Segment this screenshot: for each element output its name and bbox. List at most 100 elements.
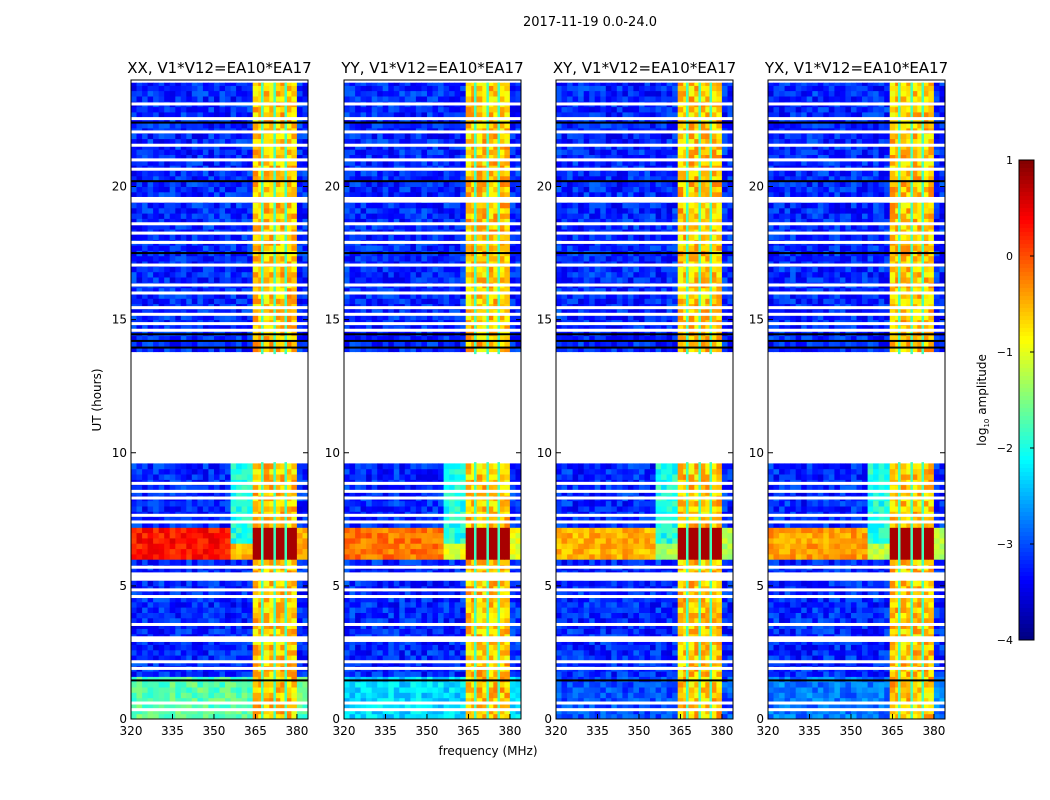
heatmap-cell [263,330,270,337]
heatmap-cell [164,607,171,613]
heatmap-cell [274,687,281,693]
heatmap-cell [285,149,292,155]
heatmap-cell [219,223,226,230]
heatmap-cell [219,159,226,166]
heatmap-cell [449,703,456,709]
heatmap-cell [280,298,287,305]
heatmap-cell [504,676,511,683]
heatmap-cell [252,106,259,113]
heatmap-cell [197,601,204,608]
heatmap-cell [280,687,287,693]
heatmap-cell [509,649,516,656]
heatmap-cell [158,245,165,251]
heatmap-cell [208,133,215,140]
heatmap-cell [169,287,176,294]
heatmap-cell [263,133,270,140]
heatmap-cell [280,676,287,683]
heatmap-cell [169,154,176,161]
heatmap-cell [136,181,143,187]
heatmap-cell [269,325,276,331]
heatmap-cell [366,692,373,699]
heatmap-cell [247,676,254,683]
heatmap-cell [147,649,154,656]
heatmap-cell [136,697,143,704]
heatmap-cell [230,532,237,539]
heatmap-cell [291,708,298,715]
heatmap-cell [158,687,165,693]
heatmap-cell [460,522,467,528]
heatmap-cell [421,671,428,677]
heatmap-cell [147,234,154,241]
heatmap-cell [487,490,494,496]
heatmap-cell [214,484,220,491]
heatmap-cell [296,287,303,294]
heatmap-cell [142,484,149,491]
heatmap-cell [236,500,243,507]
heatmap-cell [482,655,489,661]
heatmap-cell [219,213,226,219]
heatmap-cell [225,713,231,720]
heatmap-cell [180,687,187,693]
heatmap-cell [498,559,505,566]
heatmap-cell [230,202,237,209]
heatmap-cell [169,671,176,677]
heatmap-cell [202,580,209,587]
heatmap-cell [175,553,182,560]
heatmap-cell [454,628,461,635]
heatmap-cell [454,596,461,603]
heatmap-cell [230,692,237,699]
heatmap-cell [131,553,137,560]
heatmap-cell [191,639,198,645]
heatmap-cell [410,697,417,704]
heatmap-cell [197,644,204,651]
heatmap-cell [247,90,254,97]
heatmap-cell [263,537,270,544]
heatmap-cell [377,340,384,347]
heatmap-cell [247,154,254,161]
heatmap-cell [355,655,362,661]
heatmap-cell [252,266,259,273]
heatmap-cell [410,591,417,597]
heatmap-cell [344,335,350,342]
heatmap-cell [515,623,522,629]
heatmap-cell [493,639,500,645]
heatmap-cell [404,506,411,512]
heatmap-cell [269,82,276,86]
heatmap-cell [465,522,472,528]
heatmap-cell [169,175,176,182]
heatmap-cell [382,325,389,331]
heatmap-cell [366,340,373,347]
heatmap-cell [214,623,220,629]
heatmap-cell [136,660,143,667]
heatmap-cell [377,687,384,693]
heatmap-cell [263,223,270,230]
heatmap-cell [515,697,522,704]
heatmap-cell [208,660,215,667]
heatmap-cell [263,687,270,693]
heatmap-cell [214,314,220,321]
heatmap-cell [382,346,389,353]
heatmap-cell [164,559,171,566]
heatmap-cell [274,522,281,528]
heatmap-cell [214,207,220,214]
heatmap-cell [355,703,362,709]
heatmap-cell [153,234,160,241]
heatmap-cell [285,548,292,555]
heatmap-cell [225,697,231,704]
heatmap-cell [404,468,411,475]
heatmap-cell [302,601,309,608]
heatmap-cell [191,474,198,480]
heatmap-cell [175,484,182,491]
heatmap-cell [219,346,226,353]
heatmap-cell [371,340,378,347]
heatmap-cell [142,500,149,507]
heatmap-cell [465,516,472,523]
heatmap-cell [147,639,154,645]
heatmap-cell [208,234,215,241]
heatmap-cell [136,186,143,193]
heatmap-cell [158,85,165,92]
heatmap-cell [180,213,187,219]
heatmap-cell [158,298,165,305]
heatmap-cell [482,649,489,656]
heatmap-cell [280,314,287,321]
